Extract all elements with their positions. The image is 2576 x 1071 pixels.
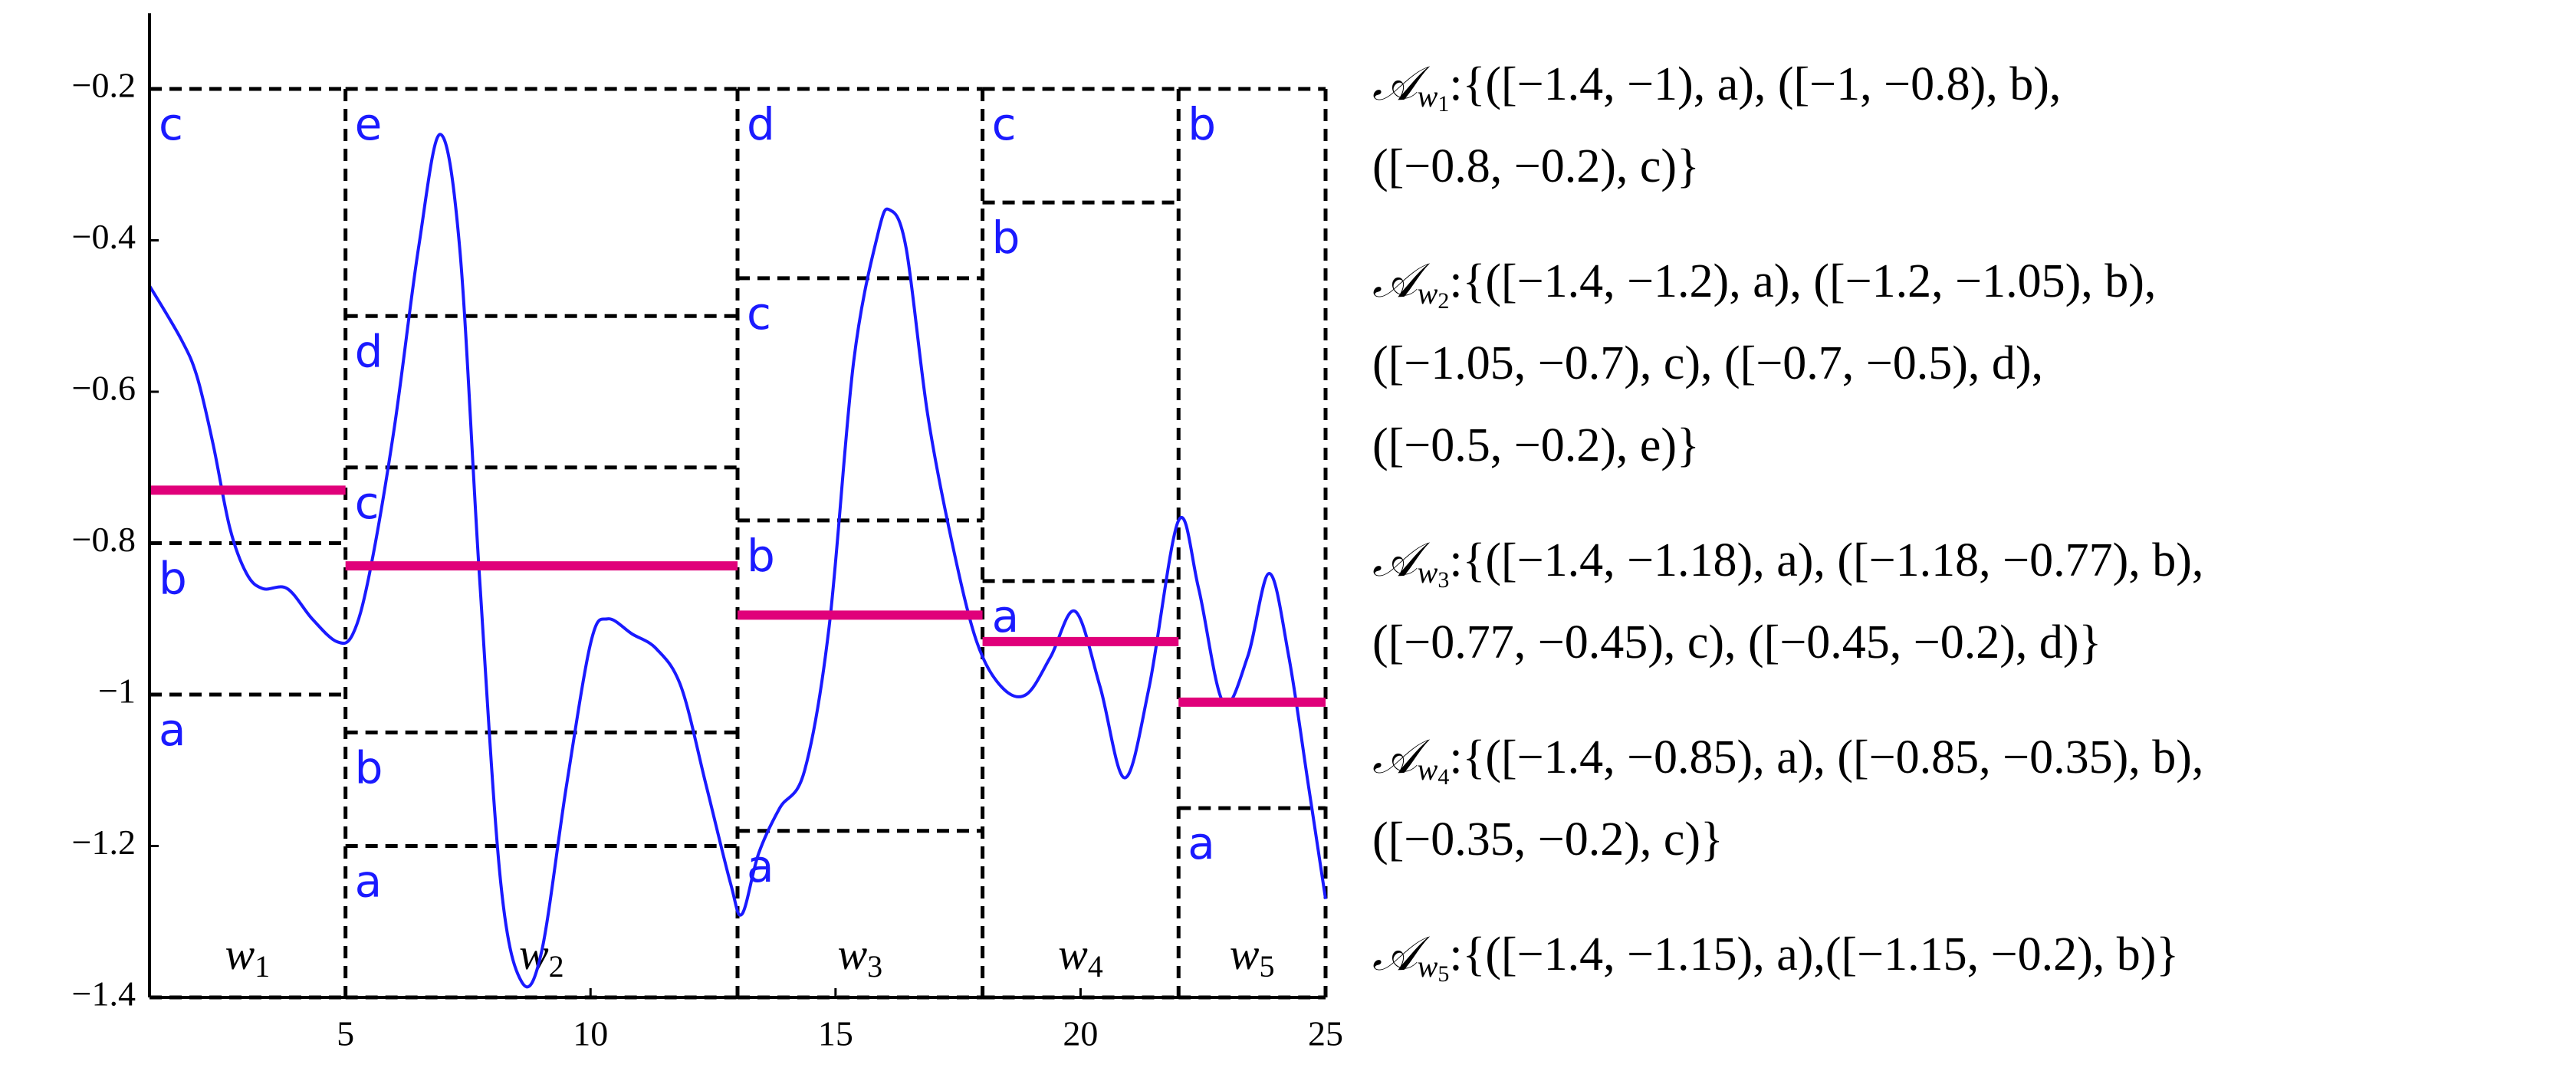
window-label-index: 3	[867, 949, 882, 984]
annotation-line: 𝒜w2:{([−1.4, −1.2), a), ([−1.2, −1.05), …	[1372, 255, 2156, 314]
annotation-index: 5	[1438, 961, 1449, 987]
interval-symbol: c	[159, 98, 183, 150]
x-tick-label: 20	[1063, 1014, 1098, 1053]
window-label-name: w	[837, 929, 867, 979]
window-label: w4	[1058, 929, 1103, 984]
annotation-line: ([−0.35, −0.2), c)}	[1372, 813, 1723, 866]
annotation-text: :{([−1.4, −1.15), a),([−1.15, −0.2), b)}	[1449, 928, 2179, 981]
annotation-text: ([−0.35, −0.2), c)}	[1372, 813, 1723, 866]
interval-symbol: c	[355, 477, 380, 529]
annotation-subscript: w	[1418, 276, 1438, 310]
interval-symbol: c	[747, 287, 771, 340]
annotation-index: 1	[1438, 91, 1449, 117]
interval-symbol: c	[992, 98, 1017, 150]
interval-symbol: b	[747, 530, 775, 582]
window-label-name: w	[1230, 929, 1260, 979]
annotation-index: 3	[1438, 567, 1449, 593]
annotation-line: 𝒜w1:{([−1.4, −1), a), ([−1, −0.8), b),	[1372, 58, 2061, 117]
annotation-text: ([−0.77, −0.45), c), ([−0.45, −0.2), d)}	[1372, 616, 2101, 669]
annotation-line: 𝒜w3:{([−1.4, −1.18), a), ([−1.18, −0.77)…	[1372, 534, 2203, 593]
interval-symbol: d	[747, 98, 775, 150]
annotation-text: ([−1.05, −0.7), c), ([−0.7, −0.5), d),	[1372, 337, 2043, 389]
series-line	[148, 133, 1327, 989]
interval-symbol: b	[992, 212, 1020, 264]
window-label-index: 2	[549, 949, 564, 984]
y-tick-label: −0.6	[72, 369, 136, 408]
window-label-name: w	[1058, 929, 1088, 979]
interval-symbol: a	[1188, 817, 1215, 869]
annotation-subscript: w	[1418, 752, 1438, 787]
interval-symbol: b	[355, 741, 383, 793]
annotation-text: ([−0.8, −0.2), c)}	[1372, 140, 1700, 192]
annotation-index: 2	[1438, 288, 1449, 314]
interval-symbol: a	[992, 590, 1020, 642]
annotation-line: ([−0.8, −0.2), c)}	[1372, 140, 1700, 192]
y-tick-label: −1.4	[72, 974, 136, 1014]
y-tick-label: −0.2	[72, 66, 136, 105]
interval-symbol: a	[355, 856, 383, 908]
interval-symbol: b	[159, 553, 187, 605]
window-label-name: w	[225, 929, 255, 979]
annotation-subscript: w	[1418, 949, 1438, 984]
annotation-text: ([−0.5, −0.2), e)}	[1372, 419, 1700, 471]
annotation-subscript: w	[1418, 79, 1438, 113]
interval-symbol: b	[1188, 98, 1216, 150]
window-label-index: 5	[1259, 949, 1274, 984]
window-label: w3	[837, 929, 882, 984]
y-tick-label: −0.4	[72, 217, 136, 256]
annotation-line: ([−0.77, −0.45), c), ([−0.45, −0.2), d)}	[1372, 616, 2101, 669]
annotation-text: :{([−1.4, −1.18), a), ([−1.18, −0.77), b…	[1449, 534, 2203, 586]
interval-symbol: e	[355, 98, 383, 150]
interval-symbol: a	[159, 704, 186, 756]
annotation-line: ([−0.5, −0.2), e)}	[1372, 419, 1700, 471]
annotation-subscript: w	[1418, 555, 1438, 590]
y-tick-label: −0.8	[72, 520, 136, 559]
annotation-line: ([−1.05, −0.7), c), ([−0.7, −0.5), d),	[1372, 337, 2043, 389]
y-tick-label: −1	[98, 672, 136, 711]
annotation-text: :{([−1.4, −1.2), a), ([−1.2, −1.05), b),	[1449, 255, 2156, 307]
interval-symbol: d	[355, 325, 383, 377]
x-tick-label: 15	[818, 1014, 853, 1053]
annotation-line: 𝒜w4:{([−1.4, −0.85), a), ([−0.85, −0.35)…	[1372, 731, 2203, 790]
x-tick-label: 5	[337, 1014, 354, 1053]
window-label: w5	[1230, 929, 1275, 984]
window-label-index: 1	[255, 949, 270, 984]
x-tick-label: 25	[1308, 1014, 1343, 1053]
x-tick-label: 10	[573, 1014, 608, 1053]
annotation-text: :{([−1.4, −0.85), a), ([−0.85, −0.35), b…	[1449, 731, 2203, 784]
annotation-index: 4	[1438, 764, 1449, 790]
y-tick-label: −1.2	[72, 823, 136, 862]
window-label: w1	[225, 929, 270, 984]
window-label: w2	[519, 929, 564, 984]
annotation-line: 𝒜w5:{([−1.4, −1.15), a),([−1.15, −0.2), …	[1372, 928, 2179, 987]
window-label-index: 4	[1088, 949, 1103, 984]
annotation-text: :{([−1.4, −1), a), ([−1, −0.8), b),	[1449, 58, 2061, 110]
